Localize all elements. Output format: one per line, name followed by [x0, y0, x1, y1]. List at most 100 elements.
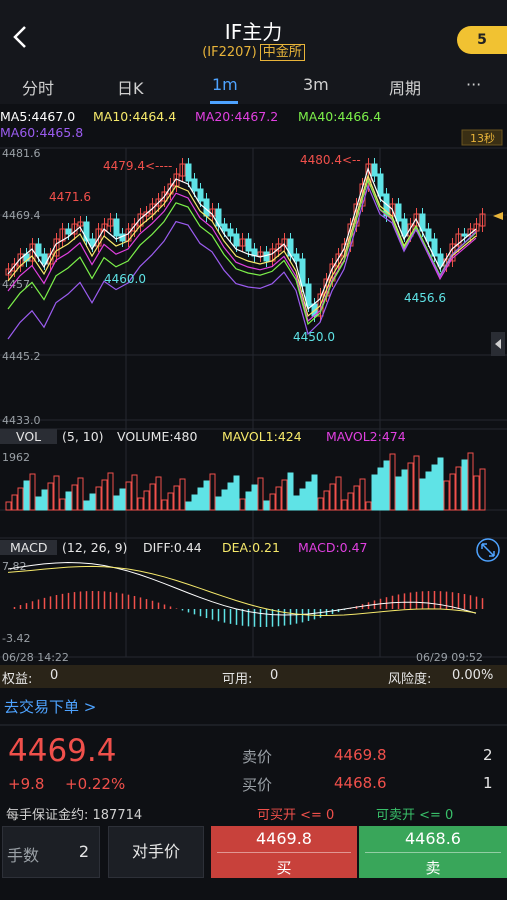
candle-body: [41, 253, 48, 265]
candle-body: [101, 223, 108, 232]
high-annotation-1: 4479.4<----: [103, 159, 172, 173]
candle-body: [239, 238, 246, 247]
y-tick-top: 4481.6: [2, 147, 41, 160]
volume-bar: [437, 457, 444, 511]
last-price-marker: [493, 212, 503, 220]
risk-label: 风险度:: [388, 672, 432, 687]
bid-volume: 1: [483, 774, 493, 792]
low-annotation-2: 4450.0: [293, 330, 335, 344]
candle-body: [65, 228, 72, 235]
dea-value: DEA:0.21: [222, 540, 280, 555]
candle-body: [227, 228, 234, 237]
candle-body: [305, 283, 312, 307]
volume-bar: [383, 460, 390, 511]
volume-bar: [47, 482, 54, 511]
volume-bar: [143, 490, 150, 511]
volume-bar: [101, 479, 108, 511]
low-annotation-1: 4460.0: [104, 272, 146, 286]
x-start-label: 06/28 14:22: [2, 651, 69, 664]
sell-label: 卖: [425, 859, 441, 877]
volume-bar: [347, 492, 354, 511]
bid-price: 4468.6: [334, 774, 387, 792]
candle-body: [215, 208, 222, 227]
tab-3m[interactable]: 3m: [303, 75, 329, 94]
theme-switch-badge[interactable]: 5: [457, 26, 507, 54]
volume-value: VOLUME:480: [117, 429, 197, 444]
macd-label[interactable]: MACD: [10, 540, 47, 555]
candle-body: [467, 228, 474, 237]
candle-body: [395, 203, 402, 222]
volume-bar: [149, 483, 156, 511]
mavol2-value: MAVOL2:474: [326, 429, 406, 444]
volume-bar: [293, 495, 300, 511]
macd-params: (12, 26, 9): [62, 540, 127, 555]
y-tick-bottom: 4433.0: [2, 414, 41, 427]
candle-body: [35, 243, 42, 257]
vol-y-tick: 1962: [2, 451, 30, 464]
ma5-line: [7, 167, 477, 311]
volume-bar: [461, 459, 468, 511]
volume-bar: [263, 500, 270, 511]
lots-stepper[interactable]: 手数 2: [2, 826, 100, 878]
diff-value: DIFF:0.44: [143, 540, 202, 555]
exchange-badge: 中金所: [259, 44, 305, 61]
volume-bar: [107, 472, 114, 511]
bid-label: 买价: [242, 776, 273, 794]
volume-bar: [221, 489, 228, 511]
buy-button[interactable]: 4469.8 买: [211, 826, 357, 878]
ma10-legend: MA10:4464.4: [93, 109, 176, 124]
candle-body: [257, 251, 264, 257]
opponent-price-button[interactable]: 对手价: [108, 826, 204, 878]
candle-body: [371, 163, 378, 177]
price-change-pct: +0.22%: [65, 775, 126, 793]
lots-value[interactable]: 2: [78, 842, 89, 861]
volume-bar: [179, 478, 186, 511]
volume-bar: [125, 481, 132, 511]
y-tick-2: 4469.4: [2, 209, 41, 222]
more-icon[interactable]: ···: [466, 75, 482, 94]
volume-bar: [239, 498, 246, 511]
vol-params: (5, 10): [62, 429, 104, 444]
volume-bar: [209, 473, 216, 511]
chevron-left-icon[interactable]: [10, 22, 38, 56]
volume-bar: [317, 497, 324, 511]
candle-body: [83, 221, 90, 242]
volume-bar: [215, 496, 222, 511]
tab-daily-k[interactable]: 日K: [117, 79, 144, 98]
volume-bar: [5, 501, 12, 511]
volume-bar: [281, 479, 288, 511]
last-price: 4469.4: [8, 733, 117, 769]
volume-bar: [443, 480, 450, 511]
tab-period[interactable]: 周期: [389, 79, 422, 98]
buy-price: 4469.8: [256, 829, 312, 848]
tab-timeshare[interactable]: 分时: [22, 79, 55, 98]
volume-bar: [11, 494, 18, 511]
countdown-text: 13秒: [470, 131, 495, 145]
tab-1m[interactable]: 1m: [212, 75, 238, 94]
expand-icon[interactable]: [476, 538, 500, 562]
vol-label[interactable]: VOL: [16, 429, 41, 444]
volume-bar: [473, 475, 480, 511]
volume-bar: [197, 487, 204, 511]
vol-label-bg: [0, 429, 57, 444]
go-trade-link[interactable]: 去交易下单 >: [4, 698, 97, 716]
candle-body: [287, 238, 294, 257]
page-title: IF主力: [224, 20, 283, 44]
kline-chart[interactable]: MA5:4467.0 MA10:4464.4 MA20:4467.2 MA40:…: [0, 104, 507, 664]
available-label: 可用:: [222, 672, 253, 687]
countdown-badge: [461, 129, 503, 146]
volume-bar: [137, 497, 144, 511]
volume-bar: [329, 483, 336, 511]
chevron-left-small-icon: [495, 339, 501, 349]
sell-button[interactable]: 4468.6 卖: [359, 826, 507, 878]
volume-bar: [257, 477, 264, 511]
volume-bar: [479, 468, 486, 511]
volume-bar: [371, 474, 378, 511]
macd-y-top: 7.82: [2, 560, 27, 573]
candle-body: [107, 218, 114, 227]
candle-body: [455, 233, 462, 247]
volume-bar: [203, 480, 210, 511]
candle-body: [419, 213, 426, 232]
volume-bar: [17, 487, 24, 511]
candle-body: [197, 188, 204, 202]
